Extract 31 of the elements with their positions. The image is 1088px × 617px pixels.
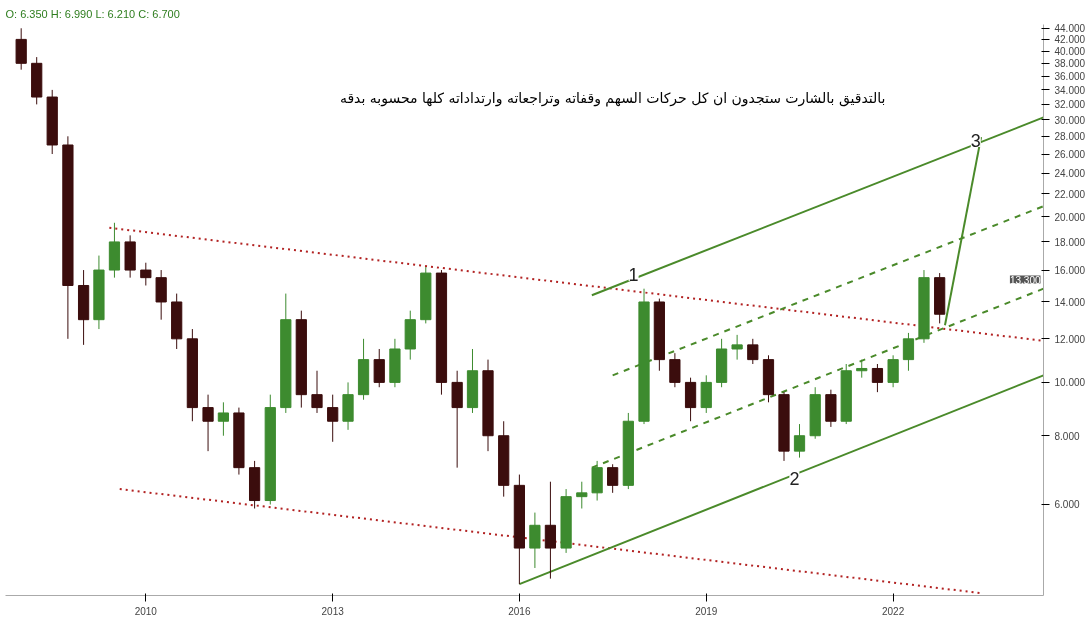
y-tick-label: 44.000 bbox=[1054, 23, 1086, 35]
chart-title: O: 6.350 H: 6.990 L: 6.210 C: 6.700 bbox=[5, 7, 180, 20]
y-tick-label: 16.000 bbox=[1054, 265, 1086, 277]
y-tick-label: 26.000 bbox=[1054, 149, 1086, 161]
x-tick-label: 2019 bbox=[695, 605, 718, 617]
y-tick-label: 14.000 bbox=[1054, 296, 1086, 308]
y-tick-label: 8.000 bbox=[1054, 430, 1080, 442]
y-tick-label: 38.000 bbox=[1054, 58, 1086, 70]
y-tick-label: 10.000 bbox=[1054, 377, 1086, 389]
y-tick-label: 24.000 bbox=[1054, 168, 1086, 180]
annotation: 13.300 bbox=[1009, 274, 1041, 286]
y-tick-label: 36.000 bbox=[1054, 71, 1086, 83]
y-tick-label: 28.000 bbox=[1054, 131, 1086, 143]
y-tick-label: 18.000 bbox=[1054, 236, 1086, 248]
annotation: 2 bbox=[789, 468, 800, 489]
x-tick-label: 2022 bbox=[882, 605, 905, 617]
annotation: بالتدقيق بالشارت ستجدون ان كل حركات السهم وقفاته وتراجعاته وارتداداته كلها محسوبه بدقه bbox=[339, 89, 886, 107]
x-tick-label: 2013 bbox=[321, 605, 345, 617]
annotation: 3 bbox=[970, 131, 981, 152]
y-tick-label: 34.000 bbox=[1054, 84, 1086, 96]
y-tick-label: 30.000 bbox=[1054, 114, 1086, 126]
y-tick-label: 6.000 bbox=[1054, 499, 1080, 511]
annotation: 1 bbox=[628, 265, 639, 286]
y-tick-label: 42.000 bbox=[1054, 34, 1086, 46]
x-tick-label: 2010 bbox=[134, 605, 158, 617]
y-tick-label: 32.000 bbox=[1054, 99, 1086, 111]
y-tick-label: 40.000 bbox=[1054, 46, 1086, 58]
x-tick-label: 2016 bbox=[508, 605, 531, 617]
y-tick-label: 20.000 bbox=[1054, 211, 1086, 223]
y-tick-label: 22.000 bbox=[1054, 188, 1086, 200]
y-tick-label: 12.000 bbox=[1054, 333, 1086, 345]
